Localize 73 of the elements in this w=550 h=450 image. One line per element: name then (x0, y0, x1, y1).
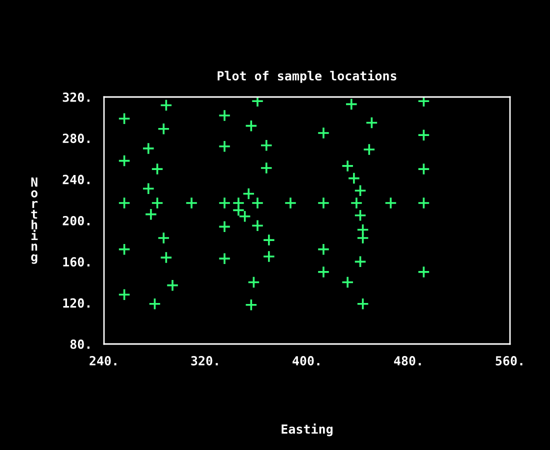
point (354, 184, 367, 197)
point (251, 196, 264, 210)
point (185, 196, 198, 210)
point (317, 196, 330, 210)
point (317, 243, 330, 256)
chart-title: Plot of sample locations (218, 70, 396, 83)
x-tick-label: 320. (191, 356, 218, 366)
point (247, 276, 260, 289)
point (144, 208, 158, 221)
y-tick-label: 280. (62, 134, 90, 144)
point (160, 251, 172, 264)
y-tick-label: 80. (70, 339, 90, 349)
point (244, 120, 258, 132)
point (345, 98, 358, 110)
y-axis-title: N o r t h i n g (31, 177, 38, 264)
point (260, 162, 273, 174)
y-tick-label: 200. (62, 216, 90, 226)
point (157, 232, 170, 244)
point (218, 220, 231, 233)
point (362, 143, 376, 156)
point (348, 172, 360, 185)
x-tick-label: 240. (90, 356, 116, 366)
point (356, 298, 370, 310)
point (354, 209, 367, 222)
point (251, 219, 264, 232)
point (157, 122, 170, 136)
point (218, 140, 231, 153)
point (118, 154, 131, 168)
point (384, 196, 398, 210)
point (317, 126, 330, 140)
point (341, 160, 354, 172)
point (356, 232, 370, 244)
point (142, 142, 155, 155)
x-tick-label: 560. (496, 356, 522, 366)
point (166, 279, 179, 292)
point (118, 243, 131, 256)
point (151, 196, 164, 210)
point (142, 182, 155, 195)
point (118, 196, 131, 210)
point (251, 97, 264, 108)
point (232, 204, 245, 216)
point (350, 196, 363, 210)
y-tick-label: 120. (63, 298, 90, 308)
point (417, 128, 430, 142)
point (244, 298, 258, 312)
point (262, 234, 276, 246)
y-tick-label: 240. (62, 174, 90, 184)
x-axis-title: Easting (282, 423, 333, 436)
point (148, 298, 162, 310)
point (218, 109, 231, 122)
point (160, 98, 172, 112)
point (341, 276, 354, 289)
y-tick-label: 320. (62, 92, 90, 102)
point (417, 196, 430, 210)
point (260, 139, 273, 152)
point (354, 255, 367, 268)
point (218, 252, 231, 265)
point (238, 210, 252, 223)
point (118, 112, 131, 125)
point (417, 97, 430, 108)
x-tick-label: 480. (394, 356, 421, 366)
point (151, 162, 164, 176)
point (218, 196, 231, 210)
point (317, 266, 330, 278)
point (262, 250, 276, 263)
x-tick-label: 400. (292, 356, 320, 366)
point (284, 196, 297, 210)
point (417, 162, 430, 176)
point (242, 187, 255, 200)
point (118, 288, 131, 301)
y-tick-label: 160. (63, 257, 90, 267)
point (417, 266, 430, 278)
point (365, 116, 378, 130)
